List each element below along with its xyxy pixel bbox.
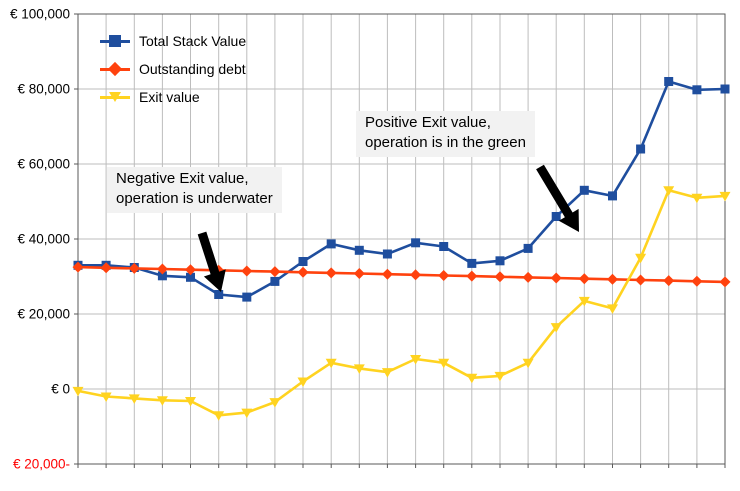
legend-label-exit-value: Exit value [139, 88, 200, 105]
plot-border [74, 13, 726, 468]
svg-text:€ 80,000: € 80,000 [17, 82, 70, 97]
annotation-arrows [197, 164, 579, 292]
y-axis-labels: € 100,000 € 80,000 € 60,000 € 40,000 € 20,00… [10, 7, 70, 472]
svg-text:€ 0: € 0 [51, 382, 70, 397]
total-stack-value-marker [100, 34, 130, 48]
annotation-positive-exit-value: Positive Exit value, operation is in the… [356, 111, 535, 157]
annotation-line: operation is underwater [116, 189, 273, 207]
annotation-line: operation is in the green [365, 133, 526, 151]
exit-value-marker [100, 90, 130, 104]
svg-text:€ 100,000: € 100,000 [10, 7, 70, 22]
annotation-negative-exit-value: Negative Exit value, operation is underw… [107, 167, 282, 213]
legend-item-outstanding-debt: Outstanding debt [100, 59, 246, 78]
series-markers-exit-value [72, 186, 731, 421]
square-marker-icon [109, 34, 121, 47]
arrow-negative-icon [197, 231, 226, 292]
legend-item-total-stack-value: Total Stack Value [100, 31, 246, 50]
gridlines [77, 13, 726, 465]
svg-text:€ 20,000: € 20,000 [17, 307, 70, 322]
svg-text:€ 40,000: € 40,000 [17, 232, 70, 247]
legend-label-outstanding-debt: Outstanding debt [139, 60, 246, 77]
annotation-line: Negative Exit value, [116, 170, 249, 187]
legend-item-exit-value: Exit value [100, 87, 246, 106]
series-line-exit-value [76, 189, 727, 417]
svg-text:€ 20,000-: € 20,000- [13, 457, 70, 472]
annotation-line: Positive Exit value, [365, 114, 491, 131]
chart-legend: Total Stack Value Outstanding debt Exit … [100, 31, 246, 106]
triangle-marker-icon [109, 91, 121, 102]
arrow-positive-icon [536, 164, 579, 232]
svg-text:€ 60,000: € 60,000 [17, 157, 70, 172]
outstanding-debt-marker [100, 61, 130, 76]
series-line-total-stack-value [76, 80, 727, 299]
diamond-marker-icon [107, 61, 123, 76]
legend-label-total-stack-value: Total Stack Value [139, 32, 247, 49]
